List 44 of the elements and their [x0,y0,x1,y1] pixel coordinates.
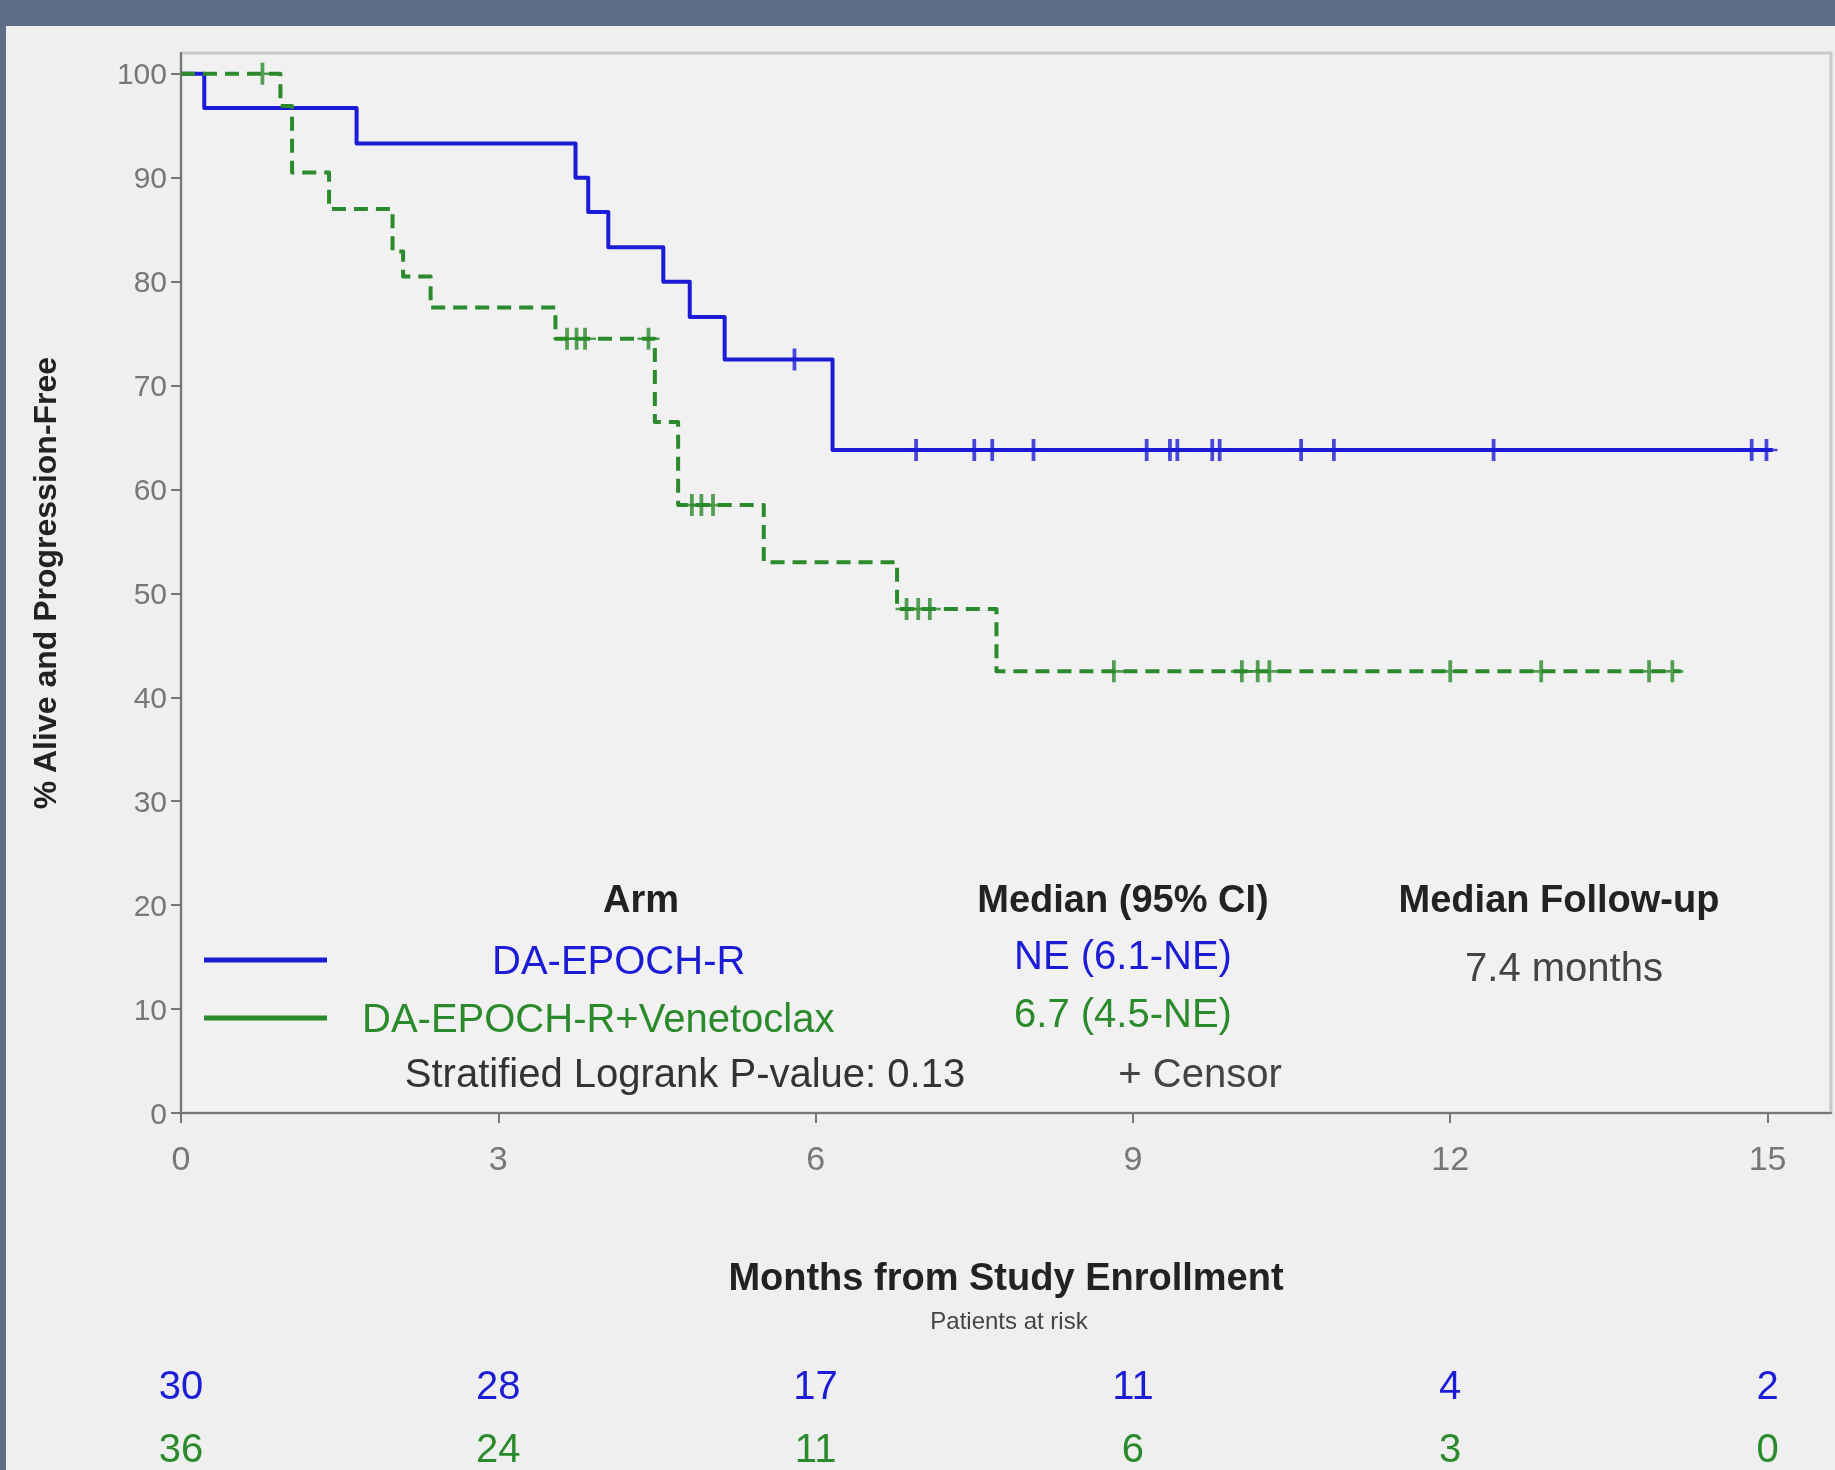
y-tick-label: 60 [133,472,167,506]
x-tick-label: 3 [488,1139,508,1177]
annotation: Median (95% CI) [977,878,1269,920]
y-tick-label: 50 [133,576,167,610]
x-tick-label: 12 [1431,1139,1470,1177]
annotation: Arm [602,878,680,920]
x-tick-label: 15 [1748,1139,1787,1177]
text: 11 [794,1426,837,1470]
text: DA-EPOCH-R [492,938,746,982]
y-tick-label: 20 [133,888,167,922]
annotation: + Censor [1118,1051,1282,1095]
text: Patients at risk [930,1306,1089,1334]
y-tick-label: 0 [150,1096,167,1130]
y-tick-label: 80 [133,265,167,299]
text: 24 [476,1426,521,1470]
text: 0 [1756,1426,1779,1470]
x-tick-label: 6 [806,1139,826,1177]
x-tick-label: 0 [171,1139,191,1177]
y-tick-label: 100 [116,57,167,91]
text: 28 [476,1363,521,1407]
y-tick-label: 10 [133,992,167,1026]
y-tick-label: 70 [133,369,167,403]
text: 17 [793,1363,838,1407]
y-tick-label: 40 [133,680,167,714]
point [574,327,597,350]
y-tick-label: 90 [133,161,167,195]
point [918,597,941,620]
text: 6 [1121,1426,1145,1470]
y-axis-title: % Alive and Progression-Free [27,356,63,810]
y-tick-label: 30 [133,784,167,818]
text: 4 [1439,1363,1462,1407]
text: 2 [1756,1363,1779,1407]
x-axis-title: Months from Study Enrollment [728,1256,1284,1298]
text: 36 [158,1426,204,1470]
annotation: 7.4 months [1465,945,1663,989]
annotation: Median Follow-up [1398,878,1720,920]
legend-label: DA-EPOCH-R+Venetoclax [362,996,835,1040]
annotation: 6.7 (4.5-NE) [1014,991,1232,1035]
text: 3 [1439,1426,1462,1470]
text: 11 [1112,1363,1154,1407]
x-tick-label: 9 [1123,1139,1143,1177]
point [637,327,660,350]
annotation: Stratified Logrank P-value: 0.13 [404,1051,966,1095]
annotation: NE (6.1-NE) [1014,933,1232,977]
